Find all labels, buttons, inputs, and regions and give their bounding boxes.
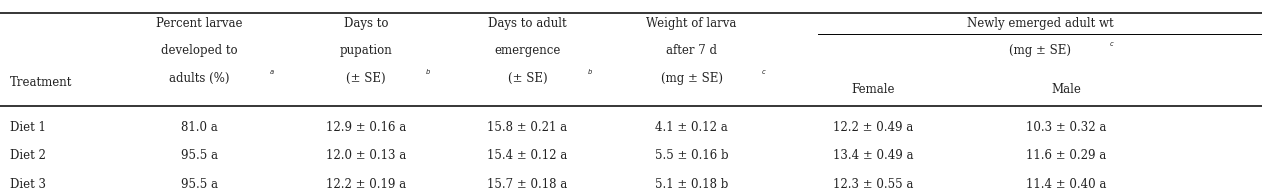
Text: Female: Female (852, 83, 895, 96)
Text: Treatment: Treatment (10, 76, 72, 89)
Text: pupation: pupation (339, 44, 392, 57)
Text: Diet 2: Diet 2 (10, 149, 45, 162)
Text: emergence: emergence (495, 44, 560, 57)
Text: 13.4 ± 0.49 a: 13.4 ± 0.49 a (833, 149, 914, 162)
Text: 95.5 a: 95.5 a (180, 178, 218, 189)
Text: $^{b}$: $^{b}$ (587, 70, 593, 79)
Text: 15.4 ± 0.12 a: 15.4 ± 0.12 a (487, 149, 568, 162)
Text: 4.1 ± 0.12 a: 4.1 ± 0.12 a (655, 121, 728, 134)
Text: Diet 1: Diet 1 (10, 121, 45, 134)
Text: $^{a}$: $^{a}$ (269, 70, 275, 79)
Text: 12.2 ± 0.19 a: 12.2 ± 0.19 a (326, 178, 406, 189)
Text: Male: Male (1051, 83, 1082, 96)
Text: (mg ± SE): (mg ± SE) (1008, 44, 1071, 57)
Text: 12.2 ± 0.49 a: 12.2 ± 0.49 a (833, 121, 914, 134)
Text: adults (%): adults (%) (169, 72, 230, 85)
Text: Weight of larva: Weight of larva (646, 17, 737, 30)
Text: 12.3 ± 0.55 a: 12.3 ± 0.55 a (833, 178, 914, 189)
Text: 10.3 ± 0.32 a: 10.3 ± 0.32 a (1026, 121, 1107, 134)
Text: 12.9 ± 0.16 a: 12.9 ± 0.16 a (326, 121, 406, 134)
Text: 95.5 a: 95.5 a (180, 149, 218, 162)
Text: 12.0 ± 0.13 a: 12.0 ± 0.13 a (326, 149, 406, 162)
Text: after 7 d: after 7 d (666, 44, 717, 57)
Text: 11.4 ± 0.40 a: 11.4 ± 0.40 a (1026, 178, 1107, 189)
Text: Percent larvae: Percent larvae (156, 17, 242, 30)
Text: 5.1 ± 0.18 b: 5.1 ± 0.18 b (655, 178, 728, 189)
Text: Days to: Days to (343, 17, 389, 30)
Text: (± SE): (± SE) (507, 72, 548, 85)
Text: 11.6 ± 0.29 a: 11.6 ± 0.29 a (1026, 149, 1107, 162)
Text: developed to: developed to (162, 44, 237, 57)
Text: $^{c}$: $^{c}$ (1109, 43, 1116, 52)
Text: 81.0 a: 81.0 a (180, 121, 218, 134)
Text: Days to adult: Days to adult (488, 17, 567, 30)
Text: 5.5 ± 0.16 b: 5.5 ± 0.16 b (655, 149, 728, 162)
Text: 15.8 ± 0.21 a: 15.8 ± 0.21 a (487, 121, 568, 134)
Text: (mg ± SE): (mg ± SE) (660, 72, 723, 85)
Text: (± SE): (± SE) (346, 72, 386, 85)
Text: $^{b}$: $^{b}$ (425, 70, 432, 79)
Text: $^{c}$: $^{c}$ (761, 70, 767, 79)
Text: 15.7 ± 0.18 a: 15.7 ± 0.18 a (487, 178, 568, 189)
Text: Newly emerged adult wt: Newly emerged adult wt (967, 17, 1113, 30)
Text: Diet 3: Diet 3 (10, 178, 47, 189)
